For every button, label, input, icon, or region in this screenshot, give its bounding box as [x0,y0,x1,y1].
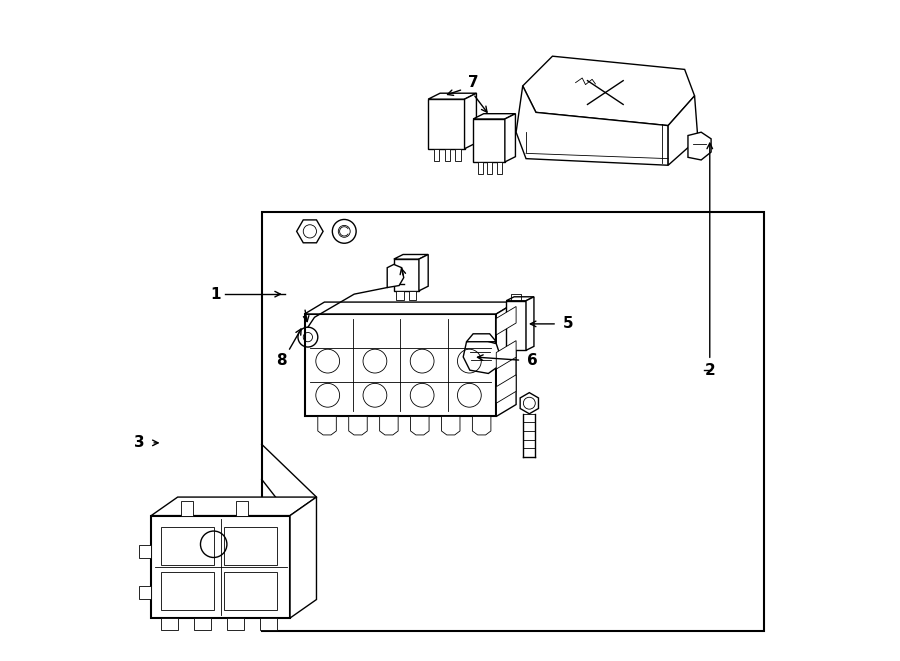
Polygon shape [348,416,367,435]
Text: 4: 4 [405,274,416,288]
Polygon shape [151,497,317,516]
Polygon shape [151,516,290,618]
Polygon shape [387,264,404,288]
Bar [161,527,214,565]
Polygon shape [318,416,337,435]
Polygon shape [455,149,461,161]
Bar [140,586,151,599]
Polygon shape [466,334,496,342]
Polygon shape [688,132,711,160]
Text: 3: 3 [134,436,145,450]
Polygon shape [496,375,516,403]
Polygon shape [473,114,516,119]
Polygon shape [418,254,428,291]
Polygon shape [396,291,404,300]
Bar [161,572,214,610]
Polygon shape [380,416,398,435]
Polygon shape [409,291,417,300]
Polygon shape [488,162,492,174]
Text: 5: 5 [562,317,573,331]
Bar [224,527,277,565]
Polygon shape [516,86,668,165]
Polygon shape [496,307,516,335]
Polygon shape [428,93,476,99]
Polygon shape [297,220,323,243]
Polygon shape [478,162,482,174]
Polygon shape [394,259,418,291]
Polygon shape [526,297,534,350]
Bar [194,618,211,630]
Polygon shape [523,56,695,126]
Polygon shape [505,114,516,162]
Polygon shape [464,339,500,373]
Polygon shape [304,314,496,416]
Polygon shape [290,497,317,618]
Polygon shape [496,302,516,416]
Polygon shape [668,96,698,165]
Polygon shape [497,162,501,174]
Text: 7: 7 [468,75,479,90]
Text: 1: 1 [210,287,220,301]
Bar [140,545,151,558]
Bar [224,572,277,610]
Bar [260,618,277,630]
Text: 2: 2 [705,363,716,377]
Polygon shape [428,99,464,149]
Bar [181,501,193,516]
Bar [161,618,177,630]
Polygon shape [442,416,460,435]
Polygon shape [520,393,538,414]
Bar [236,501,248,516]
Polygon shape [464,93,476,149]
Bar [262,212,764,631]
Polygon shape [304,302,516,314]
Polygon shape [472,416,490,435]
Text: 8: 8 [276,353,287,368]
Polygon shape [394,254,428,259]
Polygon shape [445,149,450,161]
Polygon shape [473,119,505,162]
Polygon shape [506,301,526,350]
Polygon shape [410,416,429,435]
Polygon shape [506,297,534,301]
Text: 6: 6 [527,353,538,368]
Polygon shape [496,340,516,369]
Bar [227,618,244,630]
Polygon shape [434,149,439,161]
